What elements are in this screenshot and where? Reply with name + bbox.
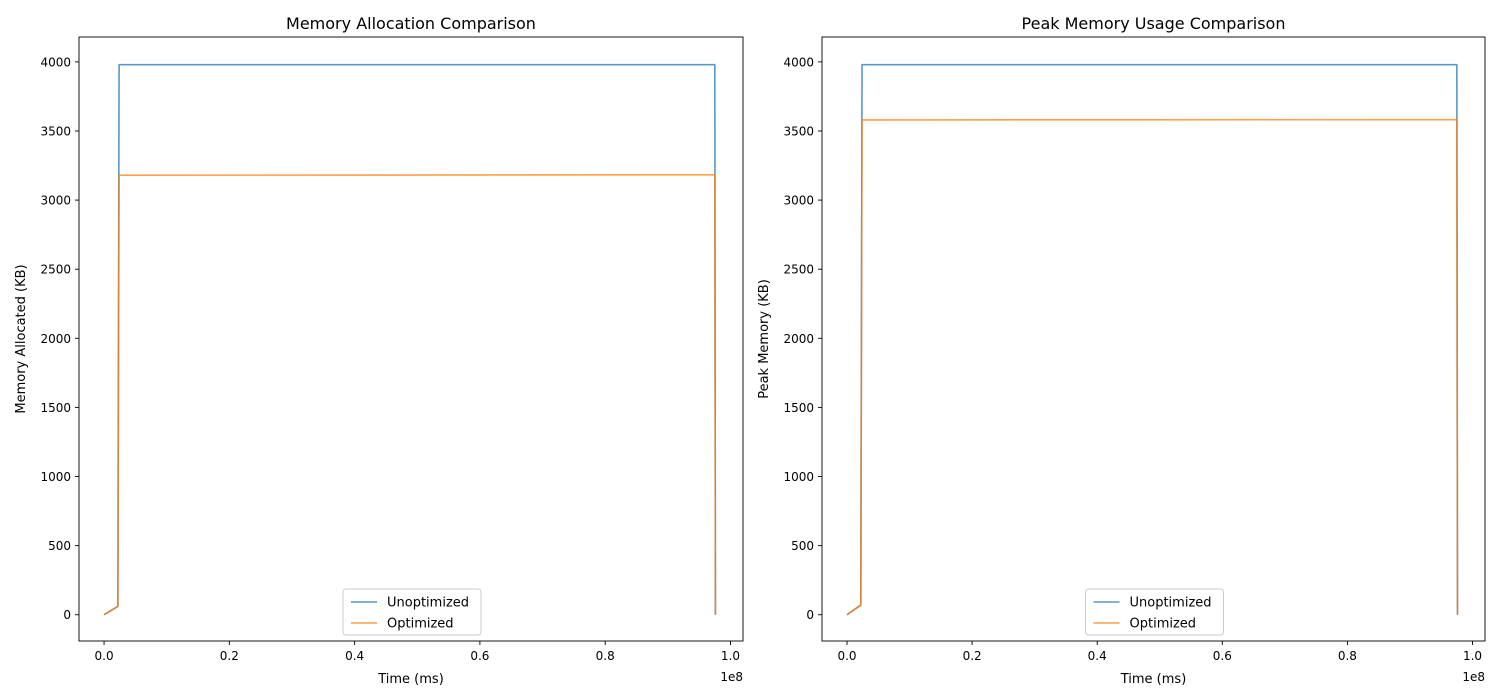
y-tick-label: 2500 — [40, 263, 71, 277]
x-tick-label: 0.0 — [95, 649, 114, 663]
chart-title: Peak Memory Usage Comparison — [1022, 14, 1286, 33]
y-axis-label: Peak Memory (KB) — [757, 279, 772, 399]
axes-frame — [821, 36, 1486, 642]
legend-label-optimized: Optimized — [387, 617, 454, 632]
y-tick-label: 500 — [791, 539, 814, 553]
y-tick-label: 1500 — [40, 401, 71, 415]
chart-1: 0.0 0.2 0.4 0.6 0.8 1.0 0 500 1000 1500 2000 2500 30… — [14, 14, 744, 687]
y-tick-label: 1500 — [783, 401, 814, 415]
x-axis-label: Time (ms) — [377, 672, 444, 687]
x-tick-label: 0.2 — [963, 649, 982, 663]
legend-box — [342, 588, 482, 636]
y-tick-label: 2500 — [783, 263, 814, 277]
x-tick-label: 0.0 — [837, 649, 856, 663]
x-tick-label: 0.4 — [1088, 649, 1107, 663]
legend-label-unoptimized: Unoptimized — [1130, 596, 1212, 611]
legend-label-unoptimized: Unoptimized — [387, 596, 469, 611]
x-offset-label: 1e8 — [720, 670, 743, 684]
y-tick-label: 0 — [806, 608, 814, 622]
y-tick-label: 2000 — [40, 332, 71, 346]
series-line-optimized — [103, 174, 717, 616]
y-axis-label: Memory Allocated (KB) — [14, 264, 29, 413]
x-offset-label: 1e8 — [1462, 670, 1485, 684]
y-tick-label: 2000 — [783, 332, 814, 346]
x-tick-label: 0.8 — [596, 649, 615, 663]
x-axis-label: Time (ms) — [1120, 672, 1187, 687]
y-tick-label: 1000 — [783, 470, 814, 484]
axes-frame — [78, 36, 744, 642]
y-tick-label: 3500 — [40, 124, 71, 138]
x-tick-label: 1.0 — [721, 649, 740, 663]
x-tick-label: 0.8 — [1338, 649, 1357, 663]
legend-box — [1085, 588, 1224, 636]
legend: Unoptimized Optimized — [1085, 588, 1224, 636]
x-tick-label: 1.0 — [1463, 649, 1482, 663]
legend-label-optimized: Optimized — [1130, 617, 1197, 632]
y-tick-label: 3000 — [783, 194, 814, 208]
y-tick-label: 3000 — [40, 194, 71, 208]
y-tick-label: 500 — [48, 539, 71, 553]
y-tick-label: 4000 — [783, 55, 814, 69]
chart-title: Memory Allocation Comparison — [286, 14, 536, 33]
y-tick-label: 3500 — [783, 124, 814, 138]
series-group — [103, 63, 717, 616]
x-tick-label: 0.6 — [470, 649, 489, 663]
x-tick-label: 0.4 — [345, 649, 364, 663]
chart-2: 0.0 0.2 0.4 0.6 0.8 1.0 0 500 1000 1500 2000 2500 30… — [757, 14, 1486, 687]
legend: Unoptimized Optimized — [342, 588, 482, 636]
x-tick-label: 0.6 — [1213, 649, 1232, 663]
x-tick-label: 0.2 — [220, 649, 239, 663]
series-line-optimized — [846, 118, 1459, 616]
series-group — [846, 63, 1459, 616]
y-tick-label: 1000 — [40, 470, 71, 484]
y-tick-label: 4000 — [40, 55, 71, 69]
y-tick-label: 0 — [63, 608, 71, 622]
